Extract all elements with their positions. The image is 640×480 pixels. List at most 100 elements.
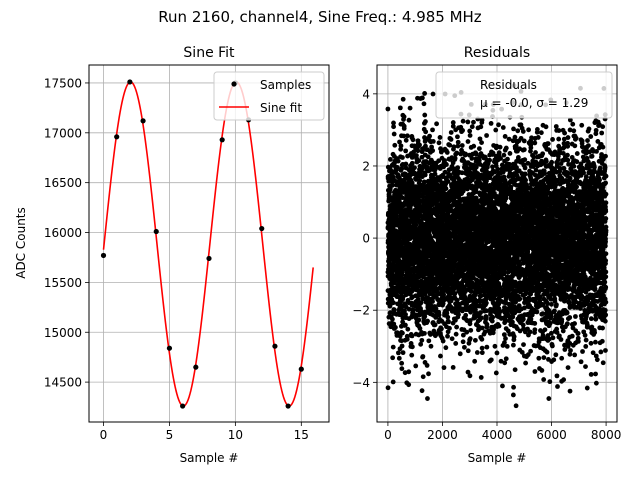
residual-point (496, 122, 501, 128)
residual-point (469, 124, 475, 130)
residual-point (484, 133, 489, 138)
residual-point (417, 142, 422, 148)
residual-point (465, 348, 471, 354)
residual-point (425, 154, 431, 160)
residual-point (472, 337, 478, 343)
sine-fit-axes-frame (88, 64, 330, 423)
residual-point (455, 134, 460, 140)
residual-point (416, 194, 422, 200)
residual-point (420, 296, 426, 302)
residual-point (419, 337, 425, 343)
residual-point (454, 324, 460, 330)
sample-point (219, 137, 225, 143)
sample-point (114, 134, 120, 140)
residual-point (405, 133, 410, 139)
residual-point (400, 319, 406, 325)
residual-point (416, 317, 422, 323)
residual-point (436, 312, 442, 318)
residual-point (493, 127, 499, 133)
residual-point (430, 127, 435, 133)
residual-point (396, 350, 401, 356)
residual-point (471, 143, 477, 149)
residual-point (444, 150, 450, 155)
residual-point (406, 117, 412, 123)
residual-point (465, 139, 471, 144)
residual-point (437, 135, 443, 140)
residual-point (425, 318, 430, 324)
residual-point (422, 314, 428, 319)
residual-point (450, 364, 456, 370)
residual-point (487, 157, 493, 163)
residual-point (478, 315, 484, 321)
residual-point (449, 336, 455, 342)
sine-fit-chart: Sine Fit 0 5 10 151450015000155001600016500… (14, 45, 330, 465)
residual-point (430, 91, 436, 97)
residual-point (409, 333, 415, 339)
residual-point (400, 350, 406, 356)
residual-point (479, 325, 485, 331)
residual-point (430, 148, 436, 154)
residual-point (467, 133, 473, 138)
residual-point (424, 363, 430, 368)
residual-point (439, 326, 444, 332)
residual-point (421, 101, 427, 107)
residual-point (390, 182, 396, 188)
residual-point (479, 345, 485, 351)
residual-point (502, 134, 508, 139)
residual-point (467, 373, 473, 379)
residual-point (479, 140, 484, 146)
residual-point (396, 355, 402, 361)
sample-point (153, 228, 159, 235)
residual-point (387, 186, 393, 191)
sample-point (180, 403, 186, 409)
residual-point (395, 158, 401, 164)
residual-point (390, 355, 396, 361)
residual-point (441, 365, 447, 371)
residual-point (448, 130, 454, 135)
residual-point (507, 151, 513, 156)
residual-point (387, 156, 393, 162)
residual-point (409, 352, 415, 358)
residual-point (448, 137, 454, 142)
sample-point (166, 345, 173, 351)
residual-point (504, 344, 510, 349)
residual-point (397, 139, 402, 145)
residual-point (403, 161, 409, 167)
residual-point (405, 326, 411, 332)
sample-point (100, 252, 107, 259)
residual-point (413, 222, 419, 228)
residual-point (401, 125, 407, 131)
sample-point (206, 255, 212, 262)
residual-point (420, 354, 426, 359)
residual-point (447, 325, 452, 331)
residual-point (511, 384, 516, 390)
residual-point (469, 155, 475, 161)
residual-point (433, 285, 439, 291)
residual-point (459, 143, 465, 148)
residual-point (463, 312, 469, 318)
residual-point (432, 322, 438, 328)
residual-point (406, 369, 412, 375)
sine-fit-ticks: 0 5 10 151450015000155001600016500170001750… (44, 76, 309, 442)
residual-point (494, 350, 500, 356)
residual-point (418, 341, 424, 347)
residual-point (479, 350, 485, 356)
x-tick-label: 0 (100, 428, 108, 442)
residual-point (393, 325, 398, 330)
residual-point (453, 341, 459, 346)
y-tick-label: 15500 (44, 276, 82, 290)
residual-point (503, 145, 509, 151)
residual-point (413, 363, 419, 369)
residual-point (451, 144, 457, 150)
y-tick-label: 17500 (44, 76, 82, 90)
residual-point (400, 330, 405, 336)
residual-point (426, 338, 432, 344)
residual-point (390, 344, 396, 350)
residual-point (446, 319, 451, 325)
residual-point (399, 166, 405, 171)
residual-point (447, 142, 453, 148)
sample-point (298, 366, 304, 372)
residual-point (407, 105, 413, 111)
residual-point (500, 125, 506, 130)
